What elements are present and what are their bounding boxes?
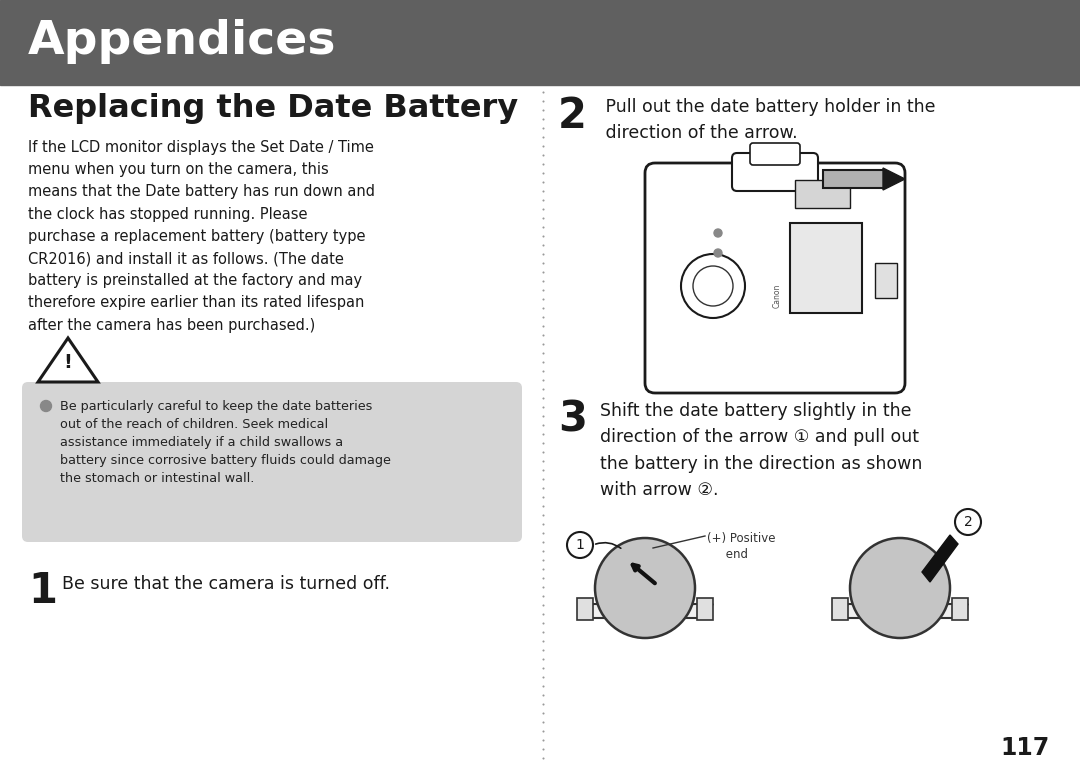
Circle shape — [595, 538, 696, 638]
Text: 3: 3 — [558, 398, 588, 440]
FancyBboxPatch shape — [22, 382, 522, 542]
Text: 1: 1 — [28, 570, 57, 612]
Text: Appendices: Appendices — [28, 19, 337, 64]
FancyBboxPatch shape — [645, 163, 905, 393]
Circle shape — [41, 401, 52, 411]
Bar — [697, 598, 713, 620]
Bar — [0, 0, 1080, 85]
Polygon shape — [583, 604, 713, 618]
Text: Be particularly careful to keep the date batteries
out of the reach of children.: Be particularly careful to keep the date… — [60, 400, 391, 485]
Text: !: ! — [64, 352, 72, 372]
Bar — [951, 598, 968, 620]
Circle shape — [714, 249, 723, 257]
Bar — [832, 598, 848, 620]
Text: 117: 117 — [1001, 736, 1050, 760]
Bar — [795, 180, 850, 208]
Text: If the LCD monitor displays the Set Date / Time
menu when you turn on the camera: If the LCD monitor displays the Set Date… — [28, 140, 375, 332]
FancyBboxPatch shape — [750, 143, 800, 165]
Polygon shape — [838, 604, 968, 618]
Text: Be sure that the camera is turned off.: Be sure that the camera is turned off. — [62, 575, 390, 593]
Bar — [789, 223, 862, 313]
Text: 1: 1 — [576, 538, 584, 552]
Circle shape — [850, 538, 950, 638]
Bar — [823, 170, 885, 188]
Text: Canon: Canon — [772, 284, 782, 308]
Text: (+) Positive
     end: (+) Positive end — [707, 532, 775, 561]
Text: Replacing the Date Battery: Replacing the Date Battery — [28, 93, 518, 123]
Circle shape — [714, 229, 723, 237]
FancyBboxPatch shape — [732, 153, 818, 191]
Bar — [577, 598, 593, 620]
Text: Shift the date battery slightly in the
direction of the arrow ① and pull out
the: Shift the date battery slightly in the d… — [600, 402, 922, 499]
Text: Pull out the date battery holder in the
 direction of the arrow.: Pull out the date battery holder in the … — [600, 98, 935, 142]
Polygon shape — [922, 535, 958, 582]
Text: 2: 2 — [963, 515, 972, 529]
Text: 2: 2 — [558, 95, 586, 137]
Bar — [875, 263, 897, 298]
Polygon shape — [883, 168, 905, 190]
